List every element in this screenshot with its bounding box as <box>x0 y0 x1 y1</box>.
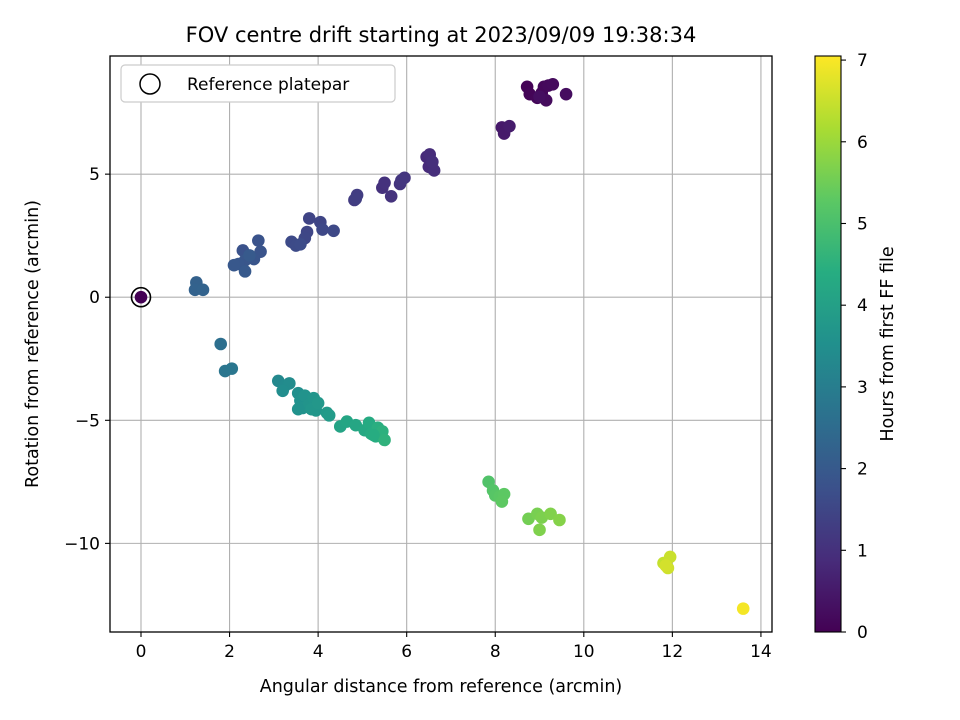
data-point <box>395 174 408 187</box>
data-point <box>291 402 305 416</box>
data-point <box>503 119 516 133</box>
x-tick-label: 2 <box>224 642 235 662</box>
y-axis-ticks: −10 −5 0 5 <box>64 165 110 554</box>
data-point <box>378 176 391 190</box>
y-tick-label: −10 <box>64 534 100 554</box>
colorbar-tick-label: 3 <box>857 378 868 398</box>
data-point <box>214 337 228 351</box>
data-points <box>188 78 750 615</box>
data-point <box>196 283 210 297</box>
colorbar-tick-label: 7 <box>857 51 868 71</box>
data-point <box>546 78 560 91</box>
data-point <box>349 192 363 206</box>
legend: Reference platepar <box>120 64 396 103</box>
x-tick-label: 14 <box>750 642 772 662</box>
y-tick-label: 5 <box>89 165 100 185</box>
y-axis-label: Rotation from reference (arcmin) <box>23 200 43 488</box>
data-point <box>327 224 340 238</box>
reference-marker <box>130 286 152 308</box>
x-tick-label: 12 <box>662 642 684 662</box>
data-point <box>322 409 336 422</box>
legend-box <box>120 64 396 103</box>
legend-label: Reference platepar <box>187 75 349 95</box>
data-point <box>316 223 329 236</box>
colorbar-tick-label: 5 <box>857 214 868 234</box>
x-tick-label: 10 <box>573 642 595 662</box>
x-tick-label: 4 <box>313 642 324 662</box>
data-point <box>367 428 380 442</box>
reference-point <box>134 290 148 304</box>
data-point <box>252 234 265 247</box>
grid-lines <box>110 56 772 632</box>
x-axis-ticks: 0 2 4 6 8 10 12 14 <box>136 632 772 662</box>
data-point <box>378 433 391 447</box>
data-point <box>384 190 398 203</box>
data-point <box>559 87 573 101</box>
data-point <box>276 384 289 398</box>
data-point <box>426 155 439 169</box>
reference-ring <box>130 286 152 308</box>
x-tick-label: 6 <box>401 642 412 662</box>
data-point <box>227 258 241 272</box>
colorbar-tick-label: 1 <box>857 541 868 561</box>
data-point <box>311 396 325 410</box>
colorbar-tick-label: 0 <box>857 623 868 643</box>
data-point <box>736 602 750 615</box>
colorbar-ticks: 0 1 2 3 4 5 6 7 <box>841 51 868 643</box>
data-point <box>225 362 239 375</box>
data-point <box>659 559 673 572</box>
colorbar-tick-label: 6 <box>857 133 868 153</box>
data-point <box>495 495 509 508</box>
y-tick-label: −5 <box>75 411 100 431</box>
data-point <box>533 90 546 103</box>
colorbar-label: Hours from first FF file <box>878 246 898 441</box>
colorbar-scale <box>814 55 842 633</box>
legend-marker-icon <box>139 73 161 95</box>
data-point <box>544 507 557 521</box>
x-tick-label: 0 <box>136 642 147 662</box>
data-point <box>533 523 546 537</box>
x-axis-label: Angular distance from reference (arcmin) <box>260 677 623 697</box>
data-point <box>553 513 566 527</box>
data-point <box>238 265 252 278</box>
data-point <box>302 212 316 225</box>
colorbar-tick-label: 4 <box>857 296 868 316</box>
colorbar: 0 1 2 3 4 5 6 7 Hours from first FF file <box>814 51 898 643</box>
colorbar-tick-label: 2 <box>857 460 868 480</box>
data-point <box>243 249 256 262</box>
x-tick-label: 8 <box>490 642 501 662</box>
plot-frame <box>109 55 773 633</box>
y-tick-label: 0 <box>89 288 100 308</box>
chart-title: FOV centre drift starting at 2023/09/09 … <box>186 23 697 47</box>
data-point <box>294 238 307 251</box>
